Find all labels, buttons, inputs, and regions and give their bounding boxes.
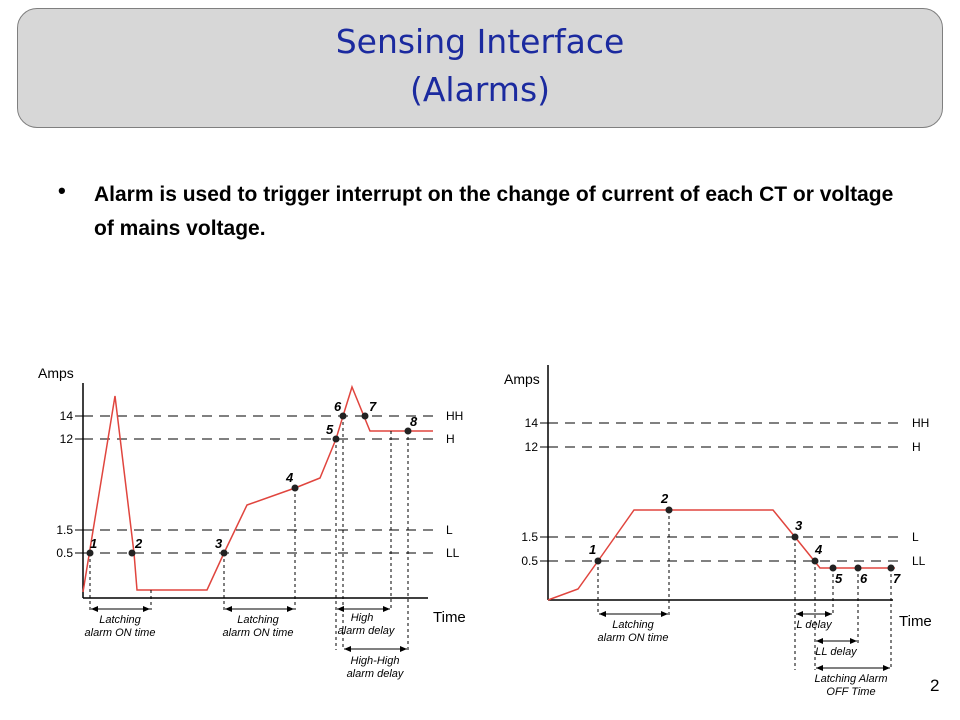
right-point-marker: [811, 557, 819, 565]
right-tick-label: 0.5: [521, 554, 538, 568]
left-tick-label: 1.5: [56, 523, 73, 537]
page-number: 2: [930, 676, 940, 695]
left-point-marker: [220, 549, 228, 557]
right-point-label: 7: [893, 571, 901, 586]
left-span-label: alarm delay: [338, 625, 396, 637]
left-point-marker: [332, 435, 340, 443]
left-level-name: LL: [446, 546, 460, 560]
right-signal-line: [547, 509, 895, 601]
right-tick-label: 1.5: [521, 530, 538, 544]
right-point-marker: [887, 564, 895, 572]
right-span-label: OFF Time: [826, 686, 875, 698]
bullet-text: Alarm is used to trigger interrupt on th…: [94, 183, 894, 240]
right-span-arrows: [599, 611, 890, 671]
right-level-lines: [548, 422, 905, 562]
left-point-label: 3: [215, 536, 223, 551]
right-span-label: Latching Alarm: [815, 673, 888, 685]
left-span-label: alarm ON time: [85, 627, 156, 639]
left-diagram: Amps Time 14 12 1.5 0.5 HH H L LL: [38, 365, 466, 680]
right-point-label: 3: [795, 518, 803, 533]
right-level-name: LL: [912, 554, 926, 568]
right-point-marker: [791, 533, 799, 541]
left-level-name: H: [446, 432, 455, 446]
left-x-axis-label: Time: [433, 609, 466, 626]
left-span-label: Latching: [99, 614, 141, 626]
left-span-label: Latching: [237, 614, 279, 626]
right-level-name: L: [912, 530, 919, 544]
bullet-icon: •: [58, 178, 66, 203]
left-point-label: 6: [334, 399, 342, 414]
right-level-name: H: [912, 440, 921, 454]
title-box: [17, 8, 943, 128]
left-span-arrows: [91, 606, 407, 652]
left-span-label: alarm delay: [347, 668, 405, 680]
right-point-label: 2: [660, 491, 669, 506]
right-level-name: HH: [912, 416, 929, 430]
left-span-label: High-High: [351, 655, 400, 667]
right-diagram: Amps Time 14 12 1.5 0.5 HH H L LL: [504, 365, 932, 698]
right-y-axis-label: Amps: [504, 371, 540, 387]
left-level-name: HH: [446, 409, 463, 423]
left-point-label: 5: [326, 422, 334, 437]
left-point-marker: [339, 412, 347, 420]
right-point-label: 5: [835, 571, 843, 586]
slide-subtitle: (Alarms): [409, 70, 551, 109]
right-point-marker: [665, 506, 673, 514]
left-tick-label: 12: [60, 432, 74, 446]
right-span-label: Latching: [612, 619, 654, 631]
left-y-axis-label: Amps: [38, 365, 74, 381]
left-point-marker: [128, 549, 136, 557]
left-point-marker: [404, 427, 412, 435]
left-point-marker: [86, 549, 94, 557]
left-tick-label: 0.5: [56, 546, 73, 560]
right-x-axis-label: Time: [899, 613, 932, 630]
right-point-marker: [829, 564, 837, 572]
left-level-name: L: [446, 523, 453, 537]
right-span-label: LL delay: [815, 646, 858, 658]
left-span-label: alarm ON time: [223, 627, 294, 639]
left-span-label: High: [351, 612, 374, 624]
right-point-marker: [854, 564, 862, 572]
left-signal-line: [82, 384, 433, 593]
left-point-label: 1: [90, 536, 97, 551]
left-level-lines: [83, 415, 440, 554]
right-tick-label: 14: [525, 416, 539, 430]
right-span-label: alarm ON time: [598, 632, 669, 644]
right-point-label: 1: [589, 542, 596, 557]
right-point-label: 6: [860, 571, 868, 586]
left-point-label: 7: [369, 399, 377, 414]
left-point-label: 8: [410, 414, 418, 429]
right-point-marker: [594, 557, 602, 565]
left-point-marker: [291, 484, 299, 492]
right-span-label: L delay: [796, 619, 833, 631]
left-point-label: 2: [134, 536, 143, 551]
slide-title: Sensing Interface: [335, 22, 625, 61]
right-point-label: 4: [814, 542, 823, 557]
left-point-label: 4: [285, 470, 294, 485]
left-tick-label: 14: [60, 409, 74, 423]
left-point-marker: [361, 412, 369, 420]
right-tick-label: 12: [525, 440, 539, 454]
